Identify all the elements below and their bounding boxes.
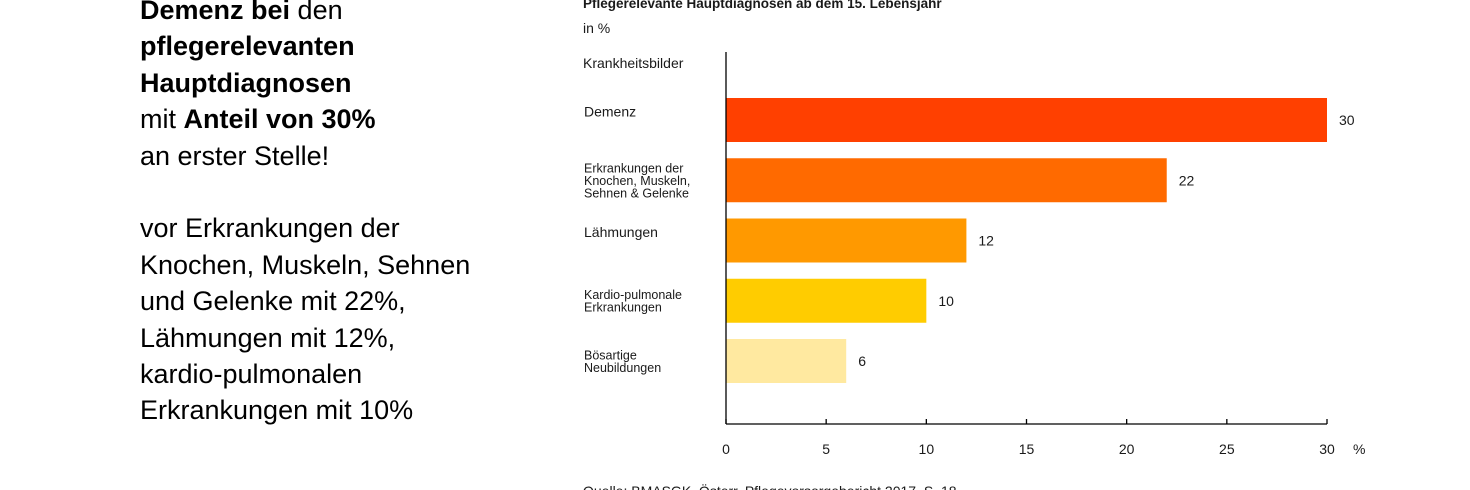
text-emphasis: Hauptdiagnosen (140, 67, 352, 98)
text-line: Knochen, Muskeln, Sehnen (140, 247, 540, 283)
x-tick-label: 10 (919, 441, 935, 457)
text-segment: Lähmungen mit 12%, (140, 322, 396, 353)
text-segment: an erster Stelle! (140, 140, 330, 171)
text-emphasis: Anteil von 30% (183, 104, 376, 135)
x-tick-label: 30 (1319, 441, 1335, 457)
chart-title: Pflegerelevante Hauptdiagnosen ab dem 15… (583, 0, 942, 11)
x-tick-label: 25 (1219, 441, 1235, 457)
text-emphasis: pflegerelevanten (140, 31, 355, 62)
category-label: Knochen, Muskeln, (584, 174, 690, 188)
text-segment: den (290, 0, 343, 25)
category-label: Demenz (584, 104, 636, 120)
text-line: an erster Stelle! (140, 138, 540, 174)
text-segment: kardio-pulmonalen (140, 358, 363, 389)
data-label: 12 (978, 233, 994, 249)
category-label: Neubildungen (584, 361, 661, 375)
text-line: Demenz bei den (140, 0, 540, 28)
category-label: Bösartige (584, 348, 637, 362)
text-line: kardio-pulmonalen (140, 356, 540, 392)
bar (726, 98, 1327, 142)
summary-text: Demenz bei den pflegerelevanten Hauptdiagn… (140, 0, 540, 429)
category-label: Lähmungen (584, 224, 658, 240)
bar (726, 339, 847, 383)
text-line: vor Erkrankungen der (140, 210, 540, 246)
bar (726, 158, 1167, 203)
x-unit-label: % (1353, 441, 1365, 457)
text-segment: und Gelenke mit 22%, (140, 286, 406, 317)
text-line: pflegerelevanten (140, 28, 540, 64)
chart-subtitle: in % (583, 20, 610, 36)
category-label: Erkrankungen der (584, 161, 683, 175)
x-tick-label: 0 (722, 441, 730, 457)
data-label: 22 (1179, 172, 1195, 188)
text-emphasis: Demenz bei (140, 0, 291, 25)
data-label: 30 (1339, 112, 1355, 128)
chart-source: Quelle: BMASGK, Österr. Pflegevorsorgebe… (583, 482, 957, 490)
x-tick-label: 5 (822, 441, 830, 457)
text-line: Erkrankungen mit 10% (140, 392, 540, 428)
data-label: 6 (858, 353, 866, 369)
category-label: Kardio-pulmonale (584, 288, 682, 302)
x-tick-label: 15 (1019, 441, 1035, 457)
x-tick-label: 20 (1119, 441, 1135, 457)
category-label: Sehnen & Gelenke (584, 186, 689, 200)
text-line: Lähmungen mit 12%, (140, 320, 540, 356)
text-line: mit Anteil von 30% (140, 101, 540, 137)
text-segment: mit (140, 104, 184, 135)
text-line: Hauptdiagnosen (140, 65, 540, 101)
text-segment: Knochen, Muskeln, Sehnen (140, 249, 471, 280)
text-segment: Erkrankungen mit 10% (140, 395, 414, 426)
category-axis-label: Krankheitsbilder (583, 55, 684, 71)
bar (726, 278, 927, 323)
bar (726, 218, 967, 263)
category-label: Erkrankungen (584, 301, 662, 315)
text-segment: vor Erkrankungen der (140, 213, 400, 244)
text-line: und Gelenke mit 22%, (140, 283, 540, 319)
data-label: 10 (938, 293, 954, 309)
